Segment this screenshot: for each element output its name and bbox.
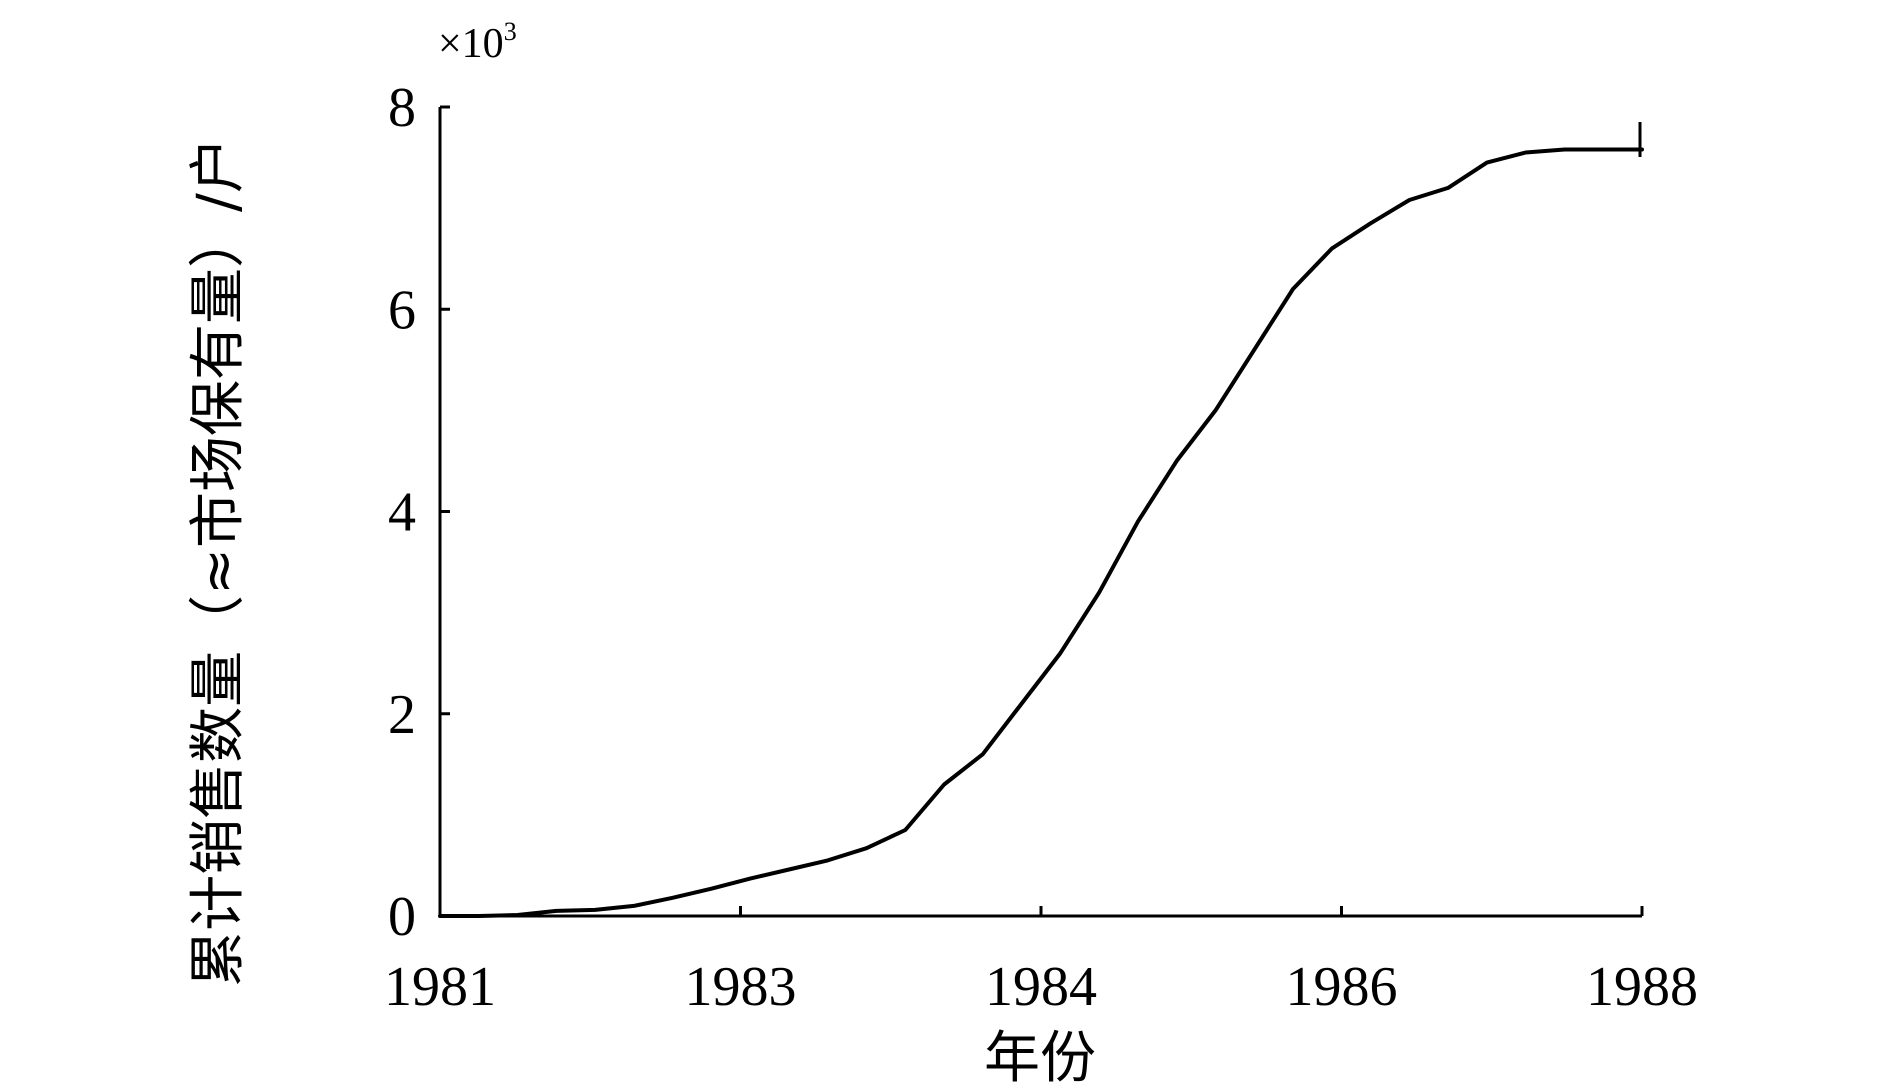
x-tick-label: 1981 <box>384 956 496 1018</box>
y-axis-title: 累计销售数量（≈市场保有量）/户 <box>186 137 251 987</box>
x-tick-label: 1984 <box>985 956 1097 1018</box>
x-tick-label: 1988 <box>1586 956 1698 1018</box>
x-axis-title: 年份 <box>984 1026 1096 1087</box>
y-tick-label: 6 <box>388 279 416 341</box>
y-axis-multiplier: ×103 <box>438 17 517 67</box>
x-tick-label: 1986 <box>1286 956 1398 1018</box>
y-tick-label: 2 <box>388 684 416 746</box>
x-axis-ticks: 1981 1983 1984 1986 1988 <box>384 906 1698 1018</box>
x-tick-label: 1983 <box>685 956 797 1018</box>
y-axis-ticks: 0 2 4 6 8 <box>388 77 450 948</box>
cumulative-sales-line <box>438 147 1644 918</box>
y-tick-label: 0 <box>388 886 416 948</box>
y-tick-label: 8 <box>388 77 416 139</box>
y-tick-label: 4 <box>388 482 416 544</box>
